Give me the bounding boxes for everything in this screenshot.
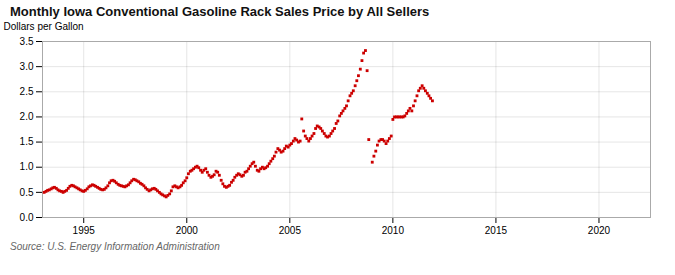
svg-text:1.5: 1.5 — [20, 136, 34, 147]
svg-text:2020: 2020 — [588, 225, 611, 236]
svg-text:2015: 2015 — [485, 225, 508, 236]
svg-text:2010: 2010 — [382, 225, 405, 236]
svg-text:2.0: 2.0 — [20, 111, 34, 122]
svg-text:2005: 2005 — [279, 225, 302, 236]
svg-text:Dollars per Gallon: Dollars per Gallon — [4, 21, 84, 32]
html-text:Source: U.S. Energy Informatio: Source: U.S. Energy Information Administ… — [10, 241, 220, 252]
html-text:Monthly Iowa Conventional Gaso: Monthly Iowa Conventional Gasoline Rack … — [10, 4, 430, 19]
svg-text:0.5: 0.5 — [20, 187, 34, 198]
svg-text:1995: 1995 — [73, 225, 96, 236]
svg-text:1.0: 1.0 — [20, 161, 34, 172]
svg-text:0.0: 0.0 — [20, 212, 34, 223]
svg-text:3.5: 3.5 — [20, 36, 34, 47]
svg-text:3.0: 3.0 — [20, 61, 34, 72]
svg-text:2.5: 2.5 — [20, 86, 34, 97]
svg-text:2000: 2000 — [176, 225, 199, 236]
